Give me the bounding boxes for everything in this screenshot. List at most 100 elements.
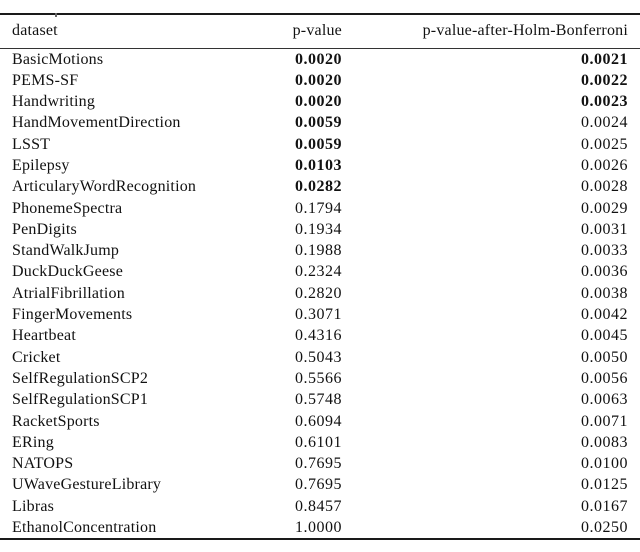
holm-p-value-cell: 0.0042 — [581, 306, 628, 324]
table-row: Libras 0.8457 0.0167 — [0, 496, 640, 517]
p-value-cell: 0.0020 — [295, 71, 342, 89]
p-value-cell: 0.3071 — [295, 306, 342, 324]
dataset-name-cell: BasicMotions — [12, 50, 104, 68]
dataset-name-cell: PhonemeSpectra — [12, 199, 123, 217]
p-value-results-table: dataset p-value p-value-after-Holm-Bonfe… — [0, 13, 640, 541]
p-value-cell: 0.1794 — [295, 199, 342, 217]
dataset-name-cell: EthanolConcentration — [12, 519, 157, 537]
p-value-cell: 0.4316 — [295, 327, 342, 345]
column-header-p-value-after-holm-bonferroni: p-value-after-Holm-Bonferroni — [343, 14, 640, 49]
dataset-name-cell: Heartbeat — [12, 327, 76, 345]
p-value-cell: 0.7695 — [295, 476, 342, 494]
table-row: AtrialFibrillation 0.2820 0.0038 — [0, 283, 640, 304]
table-row: ERing 0.6101 0.0083 — [0, 432, 640, 453]
holm-p-value-cell: 0.0022 — [581, 71, 628, 89]
holm-p-value-cell: 0.0045 — [581, 327, 628, 345]
p-value-cell: 0.7695 — [295, 455, 342, 473]
table-row: PhonemeSpectra 0.1794 0.0029 — [0, 198, 640, 219]
dataset-name-cell: DuckDuckGeese — [12, 263, 123, 281]
dataset-name-cell: PEMS-SF — [12, 71, 79, 89]
holm-p-value-cell: 0.0036 — [581, 263, 628, 281]
table-row: NATOPS 0.7695 0.0100 — [0, 453, 640, 474]
holm-p-value-cell: 0.0056 — [581, 369, 628, 387]
p-value-cell: 0.6094 — [295, 412, 342, 430]
holm-p-value-cell: 0.0167 — [581, 497, 628, 515]
holm-p-value-cell: 0.0083 — [581, 433, 628, 451]
holm-p-value-cell: 0.0071 — [581, 412, 628, 430]
holm-p-value-cell: 0.0021 — [581, 50, 628, 68]
table-row: SelfRegulationSCP2 0.5566 0.0056 — [0, 368, 640, 389]
p-value-cell: 0.2324 — [295, 263, 342, 281]
table-row: EthanolConcentration 1.0000 0.0250 — [0, 517, 640, 539]
table-row: PEMS-SF 0.0020 0.0022 — [0, 70, 640, 91]
cropped-caption-remnant — [55, 13, 57, 17]
dataset-name-cell: SelfRegulationSCP2 — [12, 369, 149, 387]
p-value-cell: 0.0020 — [295, 50, 342, 68]
p-value-cell: 0.5043 — [295, 348, 342, 366]
dataset-name-cell: StandWalkJump — [12, 242, 120, 260]
dataset-name-cell: UWaveGestureLibrary — [12, 476, 162, 494]
holm-p-value-cell: 0.0125 — [581, 476, 628, 494]
holm-p-value-cell: 0.0028 — [581, 178, 628, 196]
p-value-cell: 0.0020 — [295, 93, 342, 111]
holm-p-value-cell: 0.0023 — [581, 93, 628, 111]
holm-p-value-cell: 0.0063 — [581, 391, 628, 409]
column-header-dataset: dataset — [0, 14, 253, 49]
holm-p-value-cell: 0.0025 — [581, 135, 628, 153]
holm-p-value-cell: 0.0029 — [581, 199, 628, 217]
holm-p-value-cell: 0.0050 — [581, 348, 628, 366]
table-header-row: dataset p-value p-value-after-Holm-Bonfe… — [0, 14, 640, 49]
holm-p-value-cell: 0.0250 — [581, 519, 628, 537]
column-header-p-value: p-value — [253, 14, 343, 49]
holm-p-value-cell: 0.0038 — [581, 284, 628, 302]
dataset-name-cell: PenDigits — [12, 220, 77, 238]
dataset-name-cell: Epilepsy — [12, 156, 70, 174]
p-value-cell: 1.0000 — [295, 519, 342, 537]
p-value-cell: 0.6101 — [295, 433, 342, 451]
dataset-name-cell: HandMovementDirection — [12, 114, 181, 132]
p-value-cell: 0.0103 — [295, 156, 342, 174]
p-value-cell: 0.2820 — [295, 284, 342, 302]
p-value-cell: 0.0059 — [295, 114, 342, 132]
dataset-name-cell: AtrialFibrillation — [12, 284, 125, 302]
p-value-cell: 0.1988 — [295, 242, 342, 260]
dataset-name-cell: FingerMovements — [12, 306, 133, 324]
p-value-cell: 0.0059 — [295, 135, 342, 153]
table-header: dataset p-value p-value-after-Holm-Bonfe… — [0, 14, 640, 49]
dataset-name-cell: RacketSports — [12, 412, 100, 430]
p-value-cell: 0.1934 — [295, 220, 342, 238]
table-row: StandWalkJump 0.1988 0.0033 — [0, 240, 640, 261]
table-row: DuckDuckGeese 0.2324 0.0036 — [0, 261, 640, 282]
holm-p-value-cell: 0.0026 — [581, 156, 628, 174]
dataset-name-cell: ERing — [12, 433, 54, 451]
dataset-name-cell: ArticularyWordRecognition — [12, 178, 197, 196]
table-row: HandMovementDirection 0.0059 0.0024 — [0, 112, 640, 133]
table-row: PenDigits 0.1934 0.0031 — [0, 219, 640, 240]
table-body: BasicMotions 0.0020 0.0021 PEMS-SF 0.002… — [0, 48, 640, 539]
holm-p-value-cell: 0.0024 — [581, 114, 628, 132]
p-value-cell: 0.0282 — [295, 178, 342, 196]
dataset-name-cell: SelfRegulationSCP1 — [12, 391, 149, 409]
table-row: RacketSports 0.6094 0.0071 — [0, 411, 640, 432]
dataset-name-cell: Cricket — [12, 348, 61, 366]
dataset-name-cell: Handwriting — [12, 93, 96, 111]
p-value-cell: 0.5748 — [295, 391, 342, 409]
table-row: UWaveGestureLibrary 0.7695 0.0125 — [0, 474, 640, 495]
dataset-name-cell: Libras — [12, 497, 55, 515]
holm-p-value-cell: 0.0033 — [581, 242, 628, 260]
dataset-name-cell: NATOPS — [12, 455, 74, 473]
table-row: SelfRegulationSCP1 0.5748 0.0063 — [0, 389, 640, 410]
table-row: BasicMotions 0.0020 0.0021 — [0, 48, 640, 70]
table-row: Handwriting 0.0020 0.0023 — [0, 91, 640, 112]
table-row: Heartbeat 0.4316 0.0045 — [0, 325, 640, 346]
table-row: ArticularyWordRecognition 0.0282 0.0028 — [0, 176, 640, 197]
p-value-cell: 0.5566 — [295, 369, 342, 387]
holm-p-value-cell: 0.0031 — [581, 220, 628, 238]
table-row: Cricket 0.5043 0.0050 — [0, 347, 640, 368]
holm-p-value-cell: 0.0100 — [581, 455, 628, 473]
table-row: LSST 0.0059 0.0025 — [0, 134, 640, 155]
dataset-name-cell: LSST — [12, 135, 51, 153]
p-value-cell: 0.8457 — [295, 497, 342, 515]
table-row: FingerMovements 0.3071 0.0042 — [0, 304, 640, 325]
table-row: Epilepsy 0.0103 0.0026 — [0, 155, 640, 176]
